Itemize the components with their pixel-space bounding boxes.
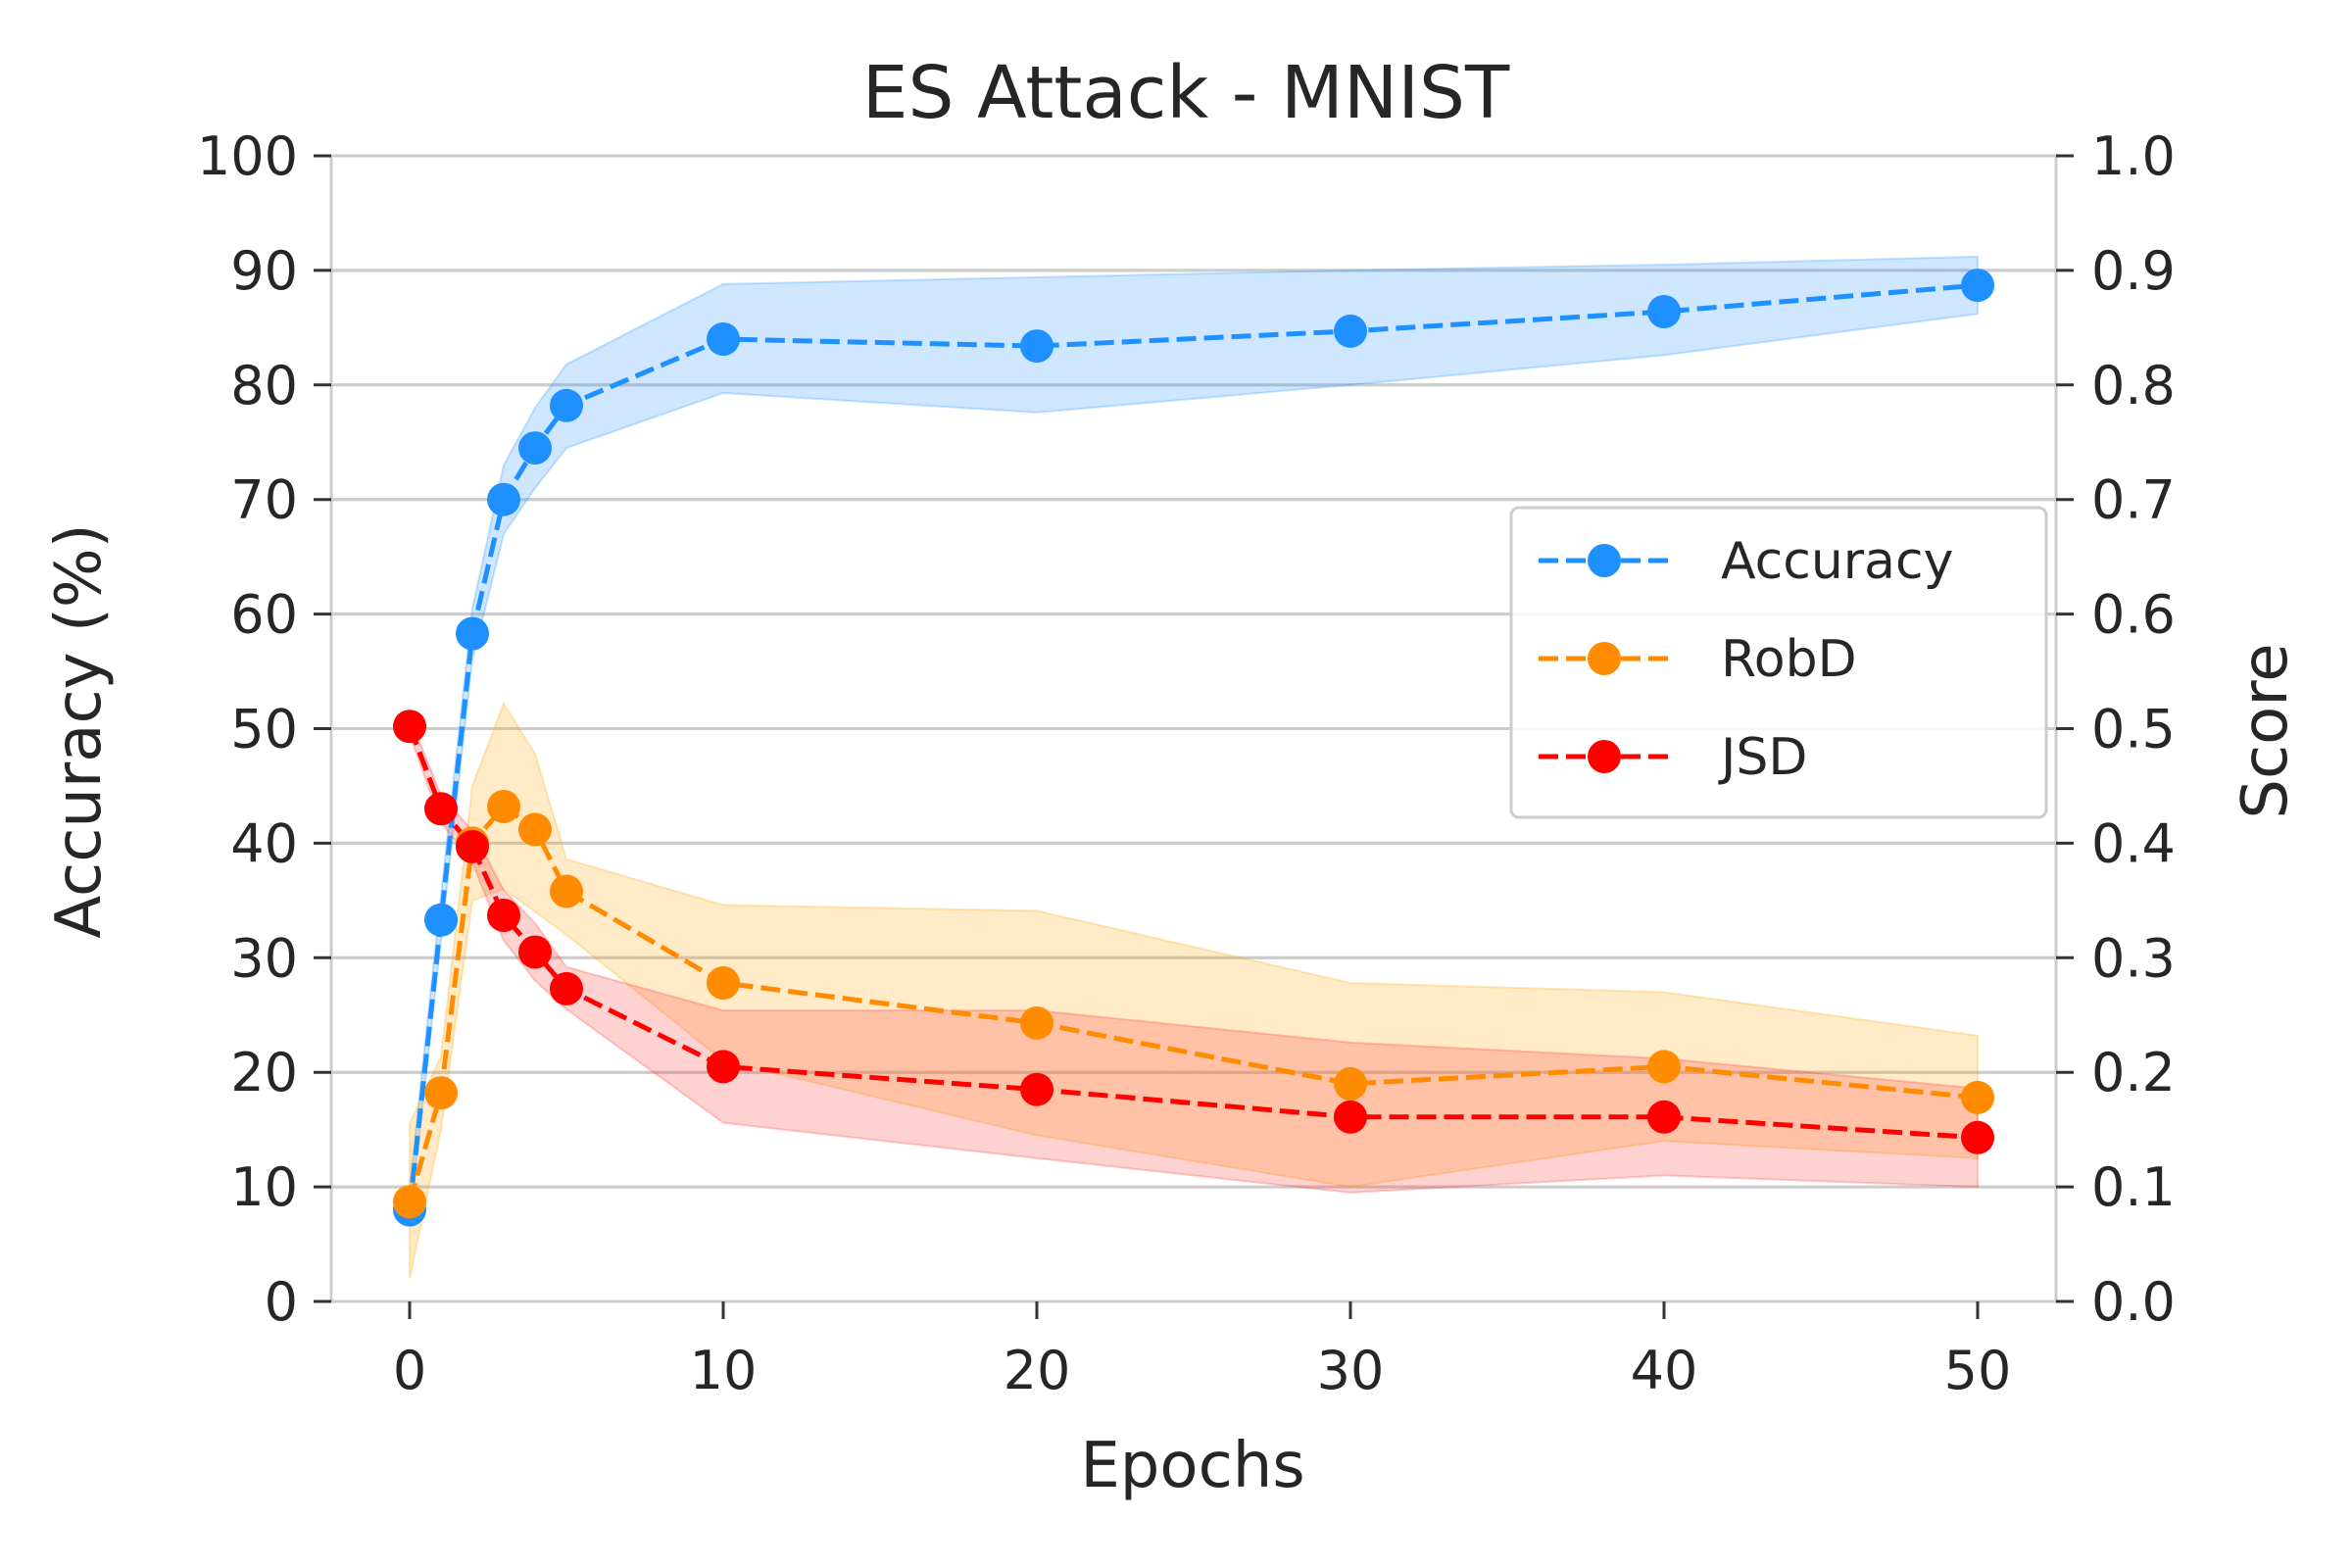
axis-ticks: 01020304050607080901000.00.10.20.30.40.5… bbox=[197, 125, 2176, 1401]
legend: Accuracy RobD JSD bbox=[1509, 506, 2048, 819]
legend-label-accuracy: Accuracy bbox=[1721, 532, 1953, 591]
y-left-tick-label: 70 bbox=[230, 469, 298, 531]
point-robd bbox=[487, 790, 520, 823]
y-axis-left-title: Accuracy (%) bbox=[43, 523, 116, 938]
x-axis-title: Epochs bbox=[1080, 1430, 1304, 1502]
point-robd bbox=[424, 1076, 458, 1110]
y-right-tick-label: 0.2 bbox=[2091, 1042, 2176, 1103]
point-accuracy bbox=[456, 616, 489, 651]
legend-marker-robd bbox=[1588, 642, 1621, 675]
y-right-tick-label: 0.4 bbox=[2091, 812, 2176, 874]
point-accuracy bbox=[518, 431, 552, 466]
y-left-tick-label: 100 bbox=[197, 125, 298, 187]
point-robd bbox=[550, 874, 583, 908]
y-left-tick-label: 40 bbox=[230, 812, 298, 874]
point-jsd bbox=[1334, 1100, 1367, 1134]
x-tick-label: 30 bbox=[1317, 1340, 1385, 1401]
point-robd bbox=[518, 812, 552, 847]
y-left-tick-label: 0 bbox=[265, 1271, 298, 1333]
point-robd bbox=[1647, 1050, 1681, 1084]
y-right-tick-label: 0.1 bbox=[2091, 1156, 2176, 1218]
point-jsd bbox=[1647, 1100, 1681, 1134]
y-left-tick-label: 50 bbox=[230, 699, 298, 760]
y-right-tick-label: 0.3 bbox=[2091, 927, 2176, 989]
y-left-tick-label: 80 bbox=[230, 355, 298, 416]
point-jsd bbox=[456, 829, 489, 863]
point-accuracy bbox=[487, 482, 520, 516]
point-accuracy bbox=[550, 388, 583, 422]
point-accuracy bbox=[1647, 295, 1681, 328]
series-markers bbox=[393, 269, 1994, 1227]
point-accuracy bbox=[707, 322, 740, 356]
y-right-tick-label: 1.0 bbox=[2091, 125, 2176, 187]
chart-title: ES Attack - MNIST bbox=[862, 51, 1510, 135]
y-right-tick-label: 0.6 bbox=[2091, 584, 2176, 646]
y-axis-right-title: Score bbox=[2230, 643, 2302, 818]
legend-marker-accuracy bbox=[1588, 544, 1621, 577]
x-tick-label: 50 bbox=[1944, 1340, 2012, 1401]
x-tick-label: 40 bbox=[1631, 1340, 1698, 1401]
point-accuracy bbox=[424, 903, 458, 937]
point-robd bbox=[1020, 1005, 1054, 1040]
point-accuracy bbox=[1961, 269, 1994, 303]
point-jsd bbox=[707, 1050, 740, 1084]
y-left-tick-label: 20 bbox=[230, 1042, 298, 1103]
band-accuracy bbox=[409, 255, 1979, 1222]
point-accuracy bbox=[1020, 329, 1054, 364]
x-tick-label: 20 bbox=[1004, 1340, 1071, 1401]
legend-label-jsd: JSD bbox=[1718, 728, 1807, 787]
point-jsd bbox=[393, 710, 426, 744]
point-accuracy bbox=[1334, 314, 1367, 348]
point-robd bbox=[1334, 1066, 1367, 1101]
point-robd bbox=[1961, 1080, 1994, 1114]
point-jsd bbox=[518, 935, 552, 969]
legend-marker-jsd bbox=[1588, 740, 1621, 773]
legend-item-jsd: JSD bbox=[1539, 728, 1807, 787]
point-jsd bbox=[424, 792, 458, 826]
point-robd bbox=[707, 966, 740, 1000]
point-jsd bbox=[550, 971, 583, 1005]
y-right-tick-label: 0.7 bbox=[2091, 469, 2176, 531]
point-jsd bbox=[487, 899, 520, 932]
y-left-tick-label: 10 bbox=[230, 1156, 298, 1218]
x-tick-label: 0 bbox=[393, 1340, 426, 1401]
y-left-tick-label: 60 bbox=[230, 584, 298, 646]
legend-item-accuracy: Accuracy bbox=[1539, 532, 1953, 591]
point-jsd bbox=[1961, 1120, 1994, 1154]
y-right-tick-label: 0.8 bbox=[2091, 355, 2176, 416]
legend-box bbox=[1509, 506, 2048, 819]
point-jsd bbox=[1020, 1072, 1054, 1106]
legend-item-robd: RobD bbox=[1539, 630, 1857, 689]
y-right-tick-label: 0.0 bbox=[2091, 1271, 2176, 1333]
point-robd bbox=[393, 1185, 426, 1219]
y-right-tick-label: 0.9 bbox=[2091, 240, 2176, 302]
legend-label-robd: RobD bbox=[1721, 630, 1857, 689]
y-left-tick-label: 90 bbox=[230, 240, 298, 302]
y-right-tick-label: 0.5 bbox=[2091, 699, 2176, 760]
band-robd bbox=[409, 701, 1979, 1279]
x-tick-label: 10 bbox=[690, 1340, 758, 1401]
y-left-tick-label: 30 bbox=[230, 927, 298, 989]
